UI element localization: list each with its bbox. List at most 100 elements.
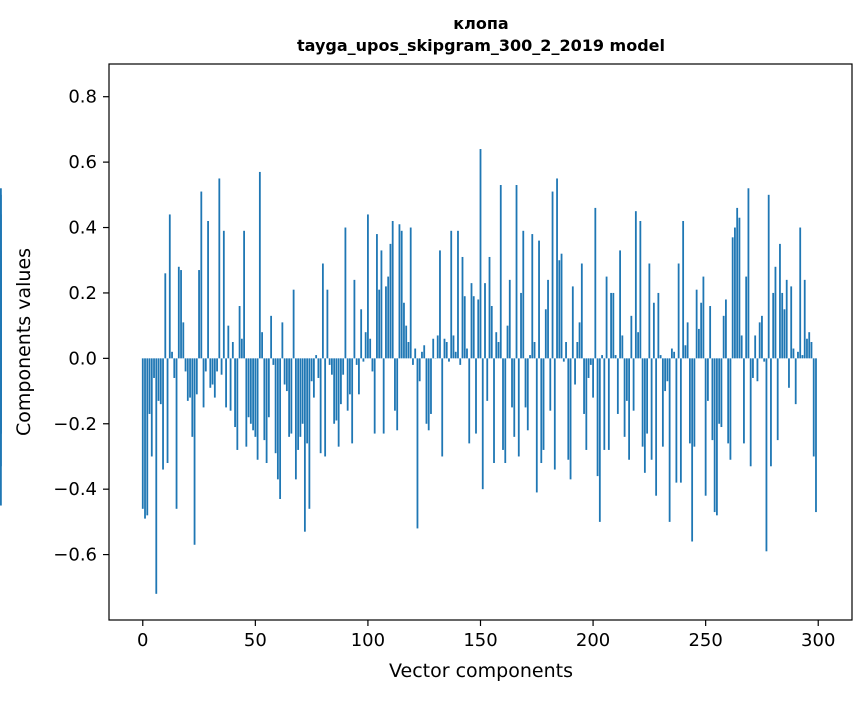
bar — [730, 358, 732, 459]
bar — [155, 358, 157, 593]
bar — [705, 358, 707, 495]
bar — [245, 358, 247, 446]
bar — [655, 358, 657, 495]
bar — [430, 358, 432, 414]
bar — [806, 339, 808, 359]
bar — [288, 358, 290, 436]
bar — [678, 264, 680, 359]
bar — [410, 228, 412, 359]
bar — [482, 358, 484, 489]
bar — [480, 149, 482, 358]
bar — [182, 322, 184, 358]
bar — [675, 358, 677, 482]
bar — [714, 358, 716, 512]
bar — [493, 358, 495, 463]
bar — [212, 358, 214, 384]
bar — [313, 358, 315, 397]
bar — [173, 358, 175, 378]
bar — [520, 293, 522, 358]
bar — [171, 352, 173, 359]
bar — [529, 355, 531, 358]
bar — [786, 280, 788, 358]
bar — [266, 358, 268, 463]
bar — [185, 358, 187, 371]
bar — [363, 358, 365, 361]
bar — [414, 349, 416, 359]
bar — [178, 267, 180, 359]
bar — [552, 192, 554, 359]
bar — [286, 358, 288, 391]
bar — [221, 358, 223, 374]
bar — [0, 358, 2, 378]
bar — [642, 358, 644, 446]
bar — [304, 358, 306, 531]
bar — [527, 358, 529, 430]
bar — [295, 358, 297, 479]
bar — [671, 349, 673, 359]
bar — [793, 349, 795, 359]
bar — [198, 270, 200, 358]
bar — [428, 358, 430, 430]
bar — [754, 335, 756, 358]
bar — [473, 296, 475, 358]
bar — [203, 358, 205, 407]
bar — [583, 358, 585, 414]
bar — [538, 241, 540, 359]
bar — [455, 352, 457, 359]
bar — [189, 358, 191, 397]
bar — [534, 342, 536, 358]
bar — [606, 277, 608, 359]
bar — [795, 358, 797, 404]
bar — [236, 358, 238, 450]
bar — [612, 293, 614, 358]
bar — [504, 358, 506, 463]
bar — [536, 358, 538, 492]
bar — [576, 342, 578, 358]
bar — [441, 358, 443, 456]
bar — [518, 358, 520, 456]
bar — [545, 309, 547, 358]
bar — [279, 358, 281, 499]
bar — [581, 264, 583, 359]
bar — [308, 358, 310, 508]
bar — [775, 267, 777, 359]
bar — [281, 322, 283, 358]
bar — [457, 231, 459, 359]
bar — [590, 358, 592, 365]
bar — [592, 358, 594, 397]
bar — [417, 358, 419, 528]
bar — [547, 280, 549, 358]
bar — [234, 358, 236, 427]
bar — [347, 358, 349, 410]
bar — [261, 332, 263, 358]
bar — [513, 358, 515, 436]
bar — [259, 172, 261, 358]
bar — [500, 185, 502, 358]
bar — [646, 358, 648, 433]
bar — [223, 231, 225, 359]
bar — [608, 358, 610, 450]
bar — [543, 358, 545, 450]
bar — [284, 358, 286, 384]
y-tick-label: 0.6 — [68, 152, 97, 173]
bar — [360, 309, 362, 358]
bar — [666, 358, 668, 381]
bar — [315, 355, 317, 358]
bar — [225, 358, 227, 407]
bar — [317, 358, 319, 378]
bar — [727, 358, 729, 443]
bar — [342, 358, 344, 374]
bar — [525, 358, 527, 407]
bar — [509, 280, 511, 358]
bar — [272, 358, 274, 365]
bar — [813, 358, 815, 456]
bar — [626, 358, 628, 401]
bar — [635, 211, 637, 358]
bar — [207, 221, 209, 358]
bar — [437, 335, 439, 358]
bar — [351, 358, 353, 443]
bar — [336, 358, 338, 420]
bar — [331, 358, 333, 374]
bar — [324, 358, 326, 456]
